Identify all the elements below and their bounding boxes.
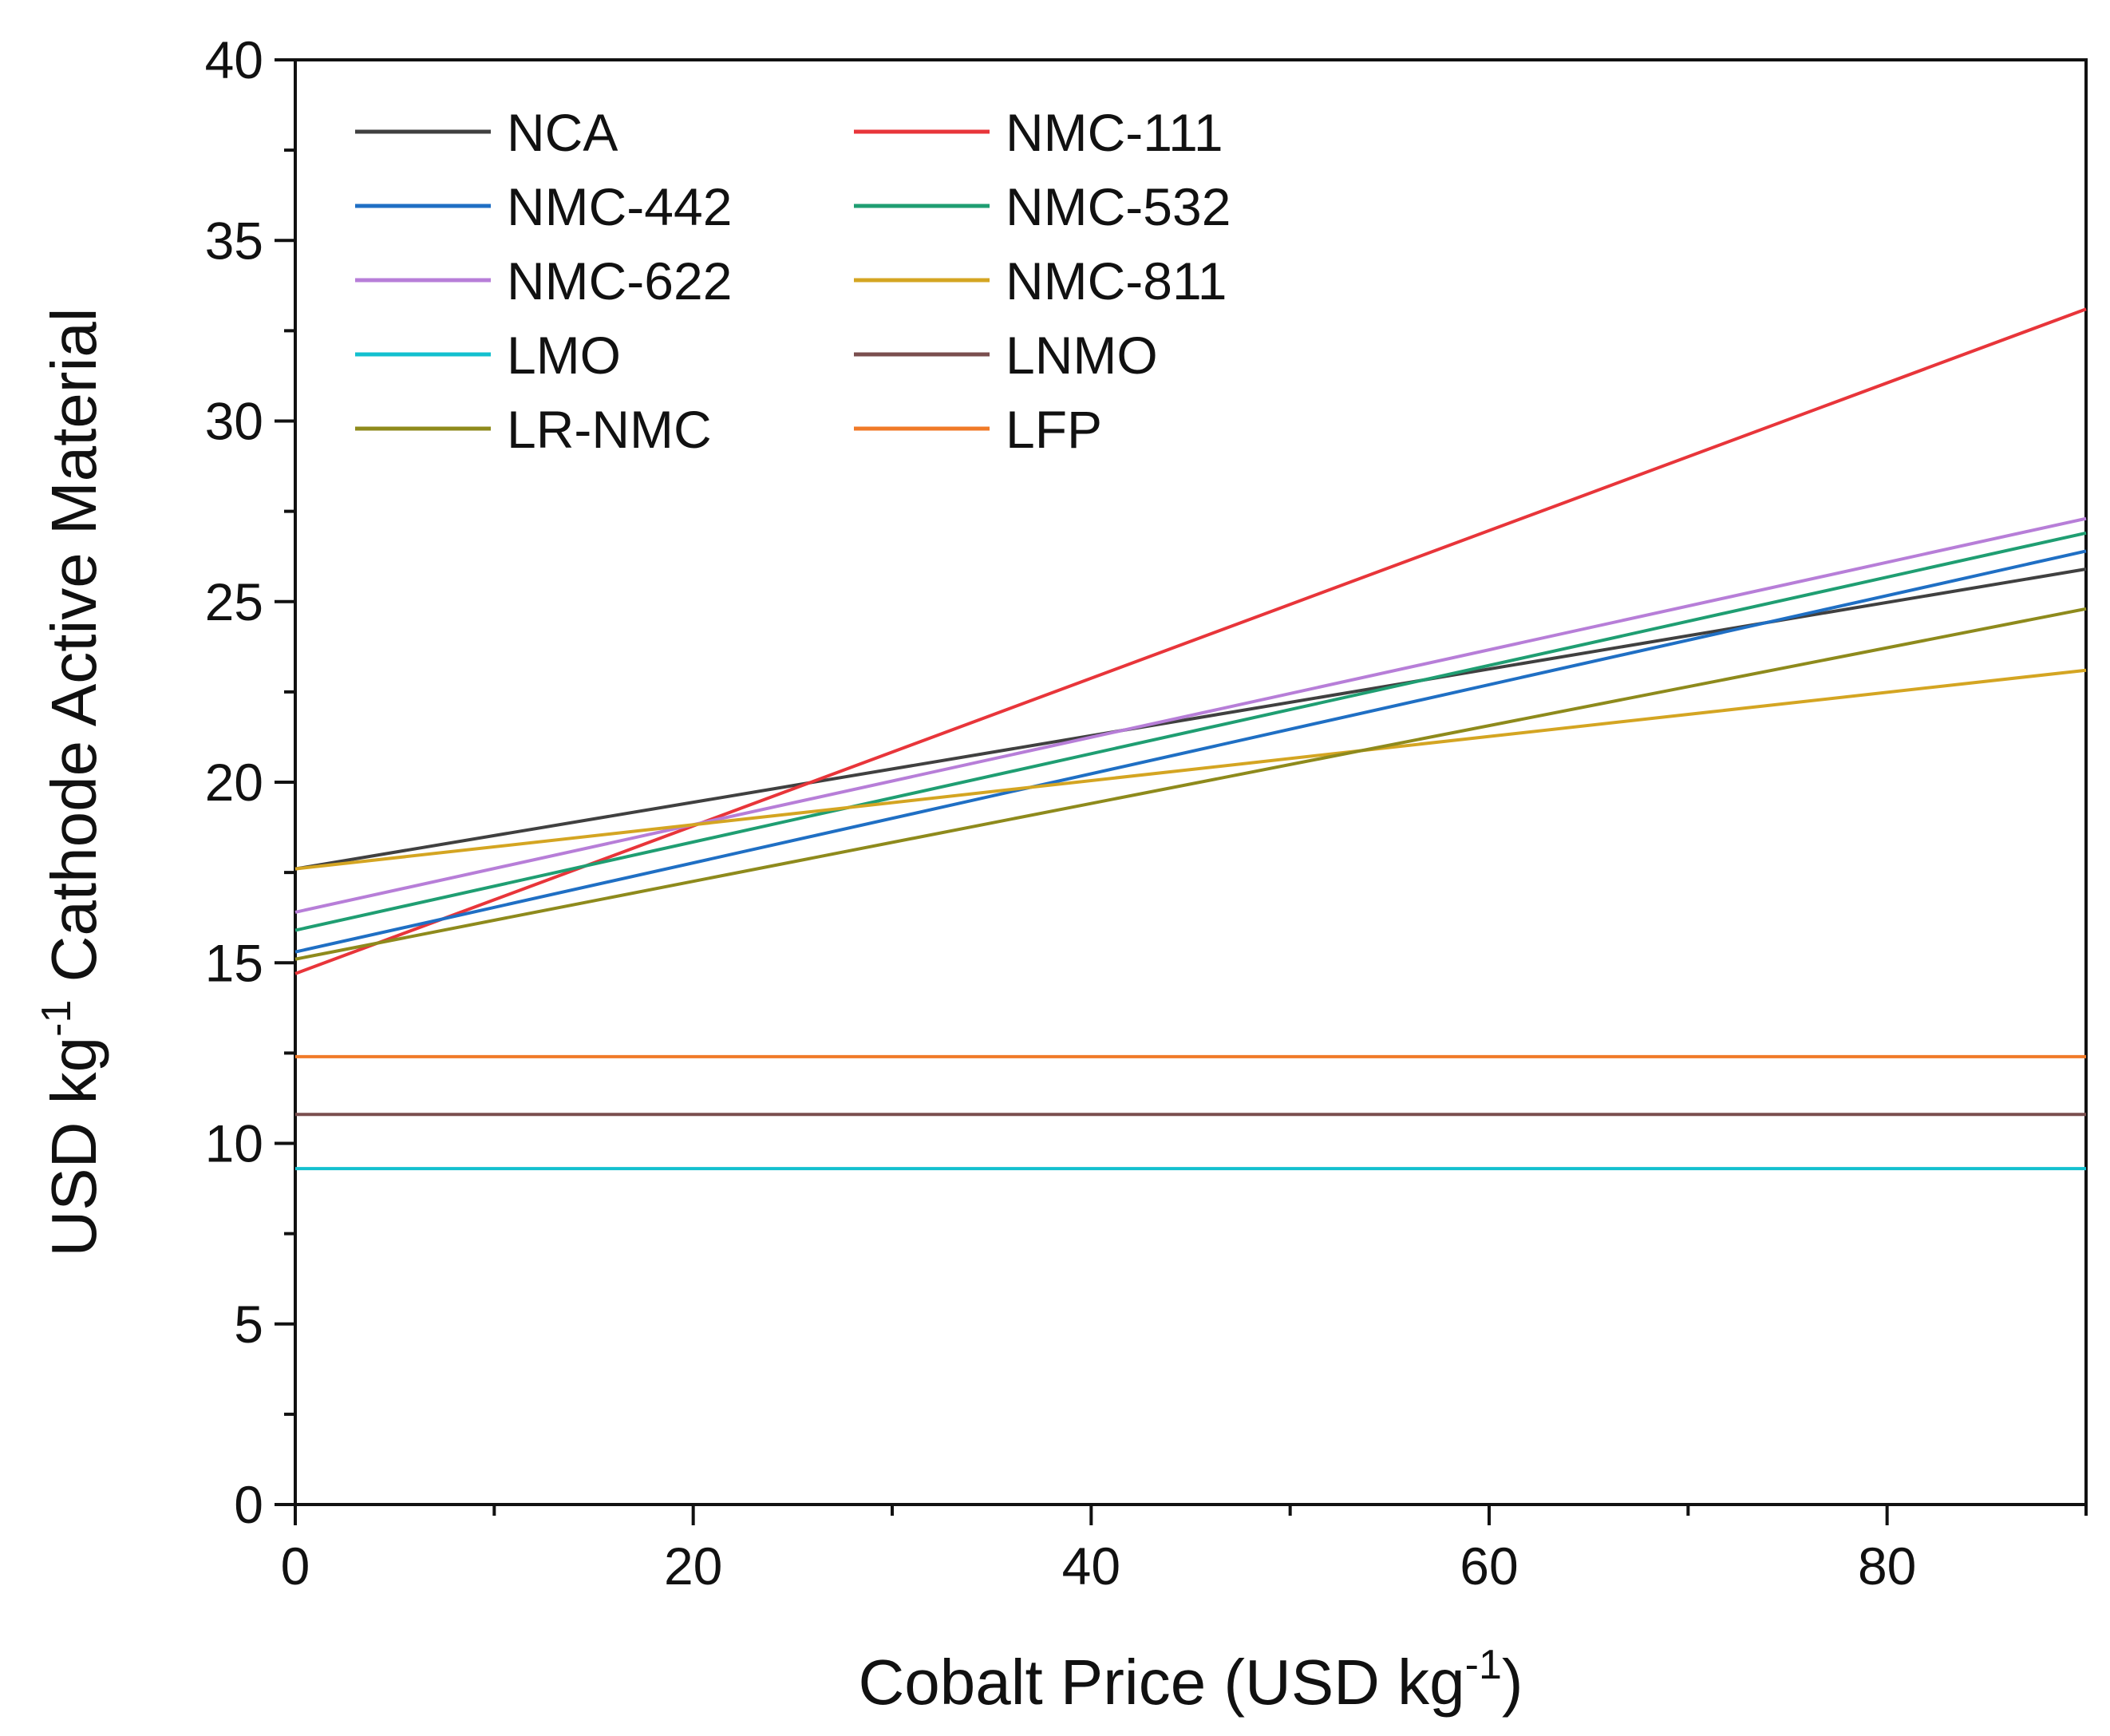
legend-label-nmc-622: NMC-622 [507, 251, 732, 310]
y-axis-title-superscript: -1 [34, 1000, 80, 1037]
x-tick-label-20: 20 [664, 1536, 722, 1596]
legend-label-lnmo: LNMO [1006, 326, 1158, 385]
legend-label-lmo: LMO [507, 326, 621, 385]
y-axis-title: USD kg-1 Cathode Active Material [34, 308, 109, 1257]
y-tick-label-10: 10 [205, 1114, 263, 1173]
series-line-nmc-442 [294, 549, 2087, 954]
y-tick-label-15: 15 [205, 933, 263, 992]
legend-label-nmc-811: NMC-811 [1006, 251, 1227, 310]
y-tick-label-25: 25 [205, 572, 263, 631]
legend-label-lfp: LFP [1006, 400, 1102, 459]
legend-label-nmc-111: NMC-111 [1006, 103, 1223, 162]
series-line-nmc-622 [294, 516, 2087, 914]
axis-ticks: 0 20 40 60 80 0 5 10 15 20 25 30 35 40 [205, 30, 2088, 1596]
y-tick-label-0: 0 [234, 1475, 263, 1534]
series-line-nmc-811 [294, 668, 2087, 871]
legend-label-nmc-442: NMC-442 [507, 177, 732, 236]
legend-label-nca: NCA [507, 103, 618, 162]
series-line-nmc-532 [294, 531, 2087, 932]
x-axis-title: Cobalt Price (USD kg-1) [858, 1642, 1523, 1718]
series-line-nca [294, 567, 2087, 871]
x-tick-label-40: 40 [1062, 1536, 1120, 1596]
y-tick-label-30: 30 [205, 392, 263, 451]
y-tick-label-20: 20 [205, 753, 263, 812]
x-tick-label-80: 80 [1858, 1536, 1916, 1596]
x-axis-title-superscript: -1 [1465, 1642, 1502, 1688]
y-tick-label-5: 5 [234, 1295, 263, 1354]
series-line-lr-nmc [294, 607, 2087, 961]
y-tick-label-35: 35 [205, 211, 263, 270]
legend-label-lr-nmc: LR-NMC [507, 400, 712, 459]
series-lines [294, 307, 2087, 1171]
x-tick-label-0: 0 [281, 1536, 310, 1596]
legend: NCA NMC-111 NMC-442 NMC-532 NMC-622 NMC-811 LM… [355, 103, 1231, 459]
y-tick-label-40: 40 [205, 30, 263, 89]
legend-label-nmc-532: NMC-532 [1006, 177, 1231, 236]
x-tick-label-60: 60 [1460, 1536, 1518, 1596]
